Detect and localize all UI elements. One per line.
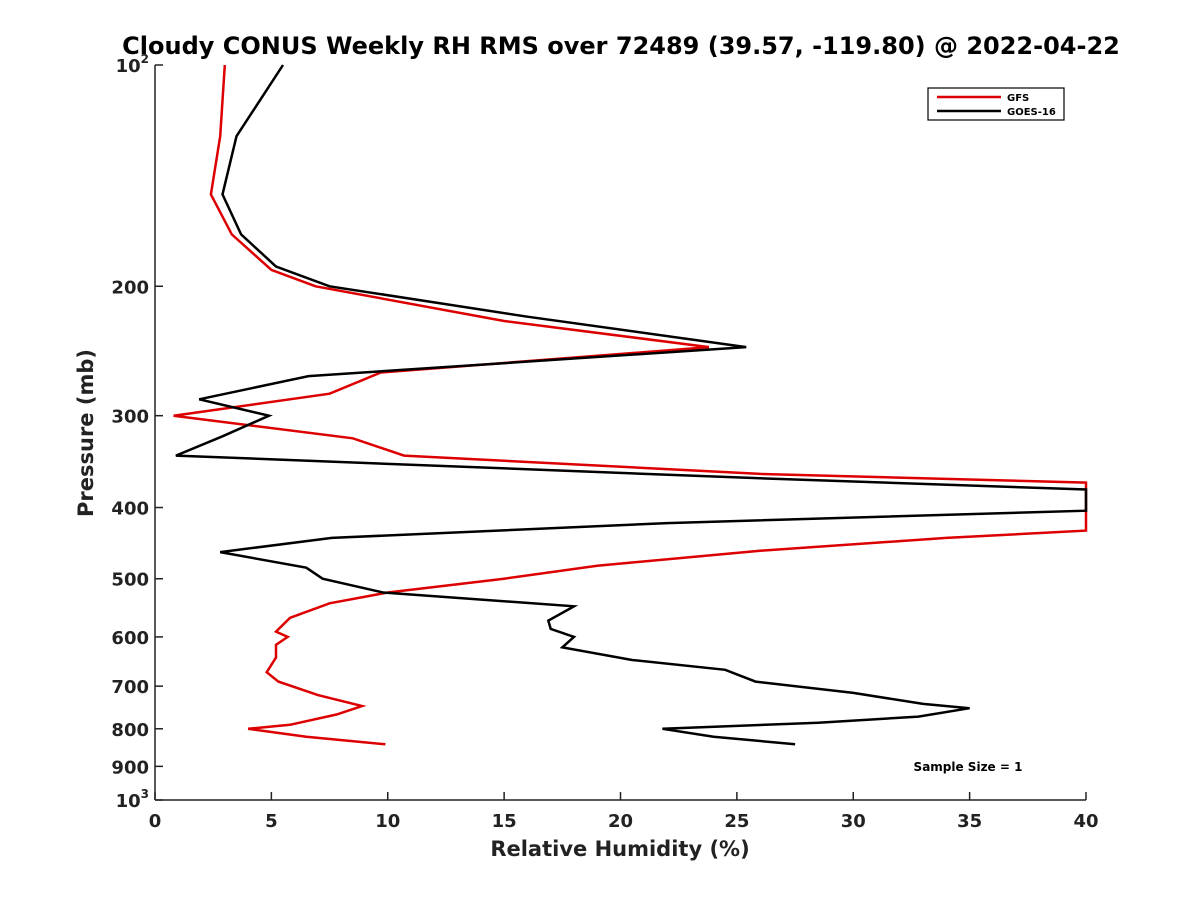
series-line-goes16: [175, 64, 1088, 746]
y-tick-label: 500: [111, 570, 149, 591]
y-tick-base: 10: [116, 791, 141, 812]
plot-area: 0 5 10 15 20 25 30 35 40 10220030040050060070080…: [111, 52, 1098, 832]
legend-label-gfs: GFS: [1007, 93, 1029, 104]
x-tick-label: 30: [841, 811, 866, 832]
y-tick-label: 400: [111, 499, 149, 520]
x-tick-label: 15: [492, 811, 517, 832]
y-axis-label: Pressure (mb): [74, 349, 98, 517]
legend-box: [927, 87, 1065, 121]
y-tick-label: 900: [111, 757, 149, 778]
x-tick-label: 5: [265, 811, 278, 832]
y-tick-label: 800: [111, 720, 149, 741]
chart-title: Cloudy CONUS Weekly RH RMS over 72489 (3…: [122, 32, 1120, 60]
sample-size-annotation: Sample Size = 1: [914, 760, 1023, 774]
legend: GFS GOES-16: [927, 87, 1065, 121]
y-tick-label: 103: [116, 787, 149, 812]
series-line-gfs: [173, 64, 1088, 746]
y-tick-exponent: 3: [141, 787, 149, 801]
x-tick-label: 25: [724, 811, 749, 832]
y-tick-label: 102: [116, 52, 149, 77]
x-ticks: 0 5 10 15 20 25 30 35 40: [149, 792, 1099, 832]
series-layer: [173, 64, 1088, 746]
y-tick-base: 10: [116, 56, 141, 77]
legend-label-goes16: GOES-16: [1007, 107, 1056, 118]
y-tick-label: 200: [111, 277, 149, 298]
x-tick-label: 35: [957, 811, 982, 832]
x-tick-label: 10: [375, 811, 400, 832]
x-tick-label: 40: [1073, 811, 1098, 832]
y-tick-label: 600: [111, 628, 149, 649]
x-tick-label: 0: [149, 811, 162, 832]
y-tick-label: 700: [111, 677, 149, 698]
y-tick-label: 300: [111, 407, 149, 428]
x-axis-label: Relative Humidity (%): [490, 837, 749, 861]
y-tick-exponent: 2: [141, 52, 149, 66]
x-tick-label: 20: [608, 811, 633, 832]
